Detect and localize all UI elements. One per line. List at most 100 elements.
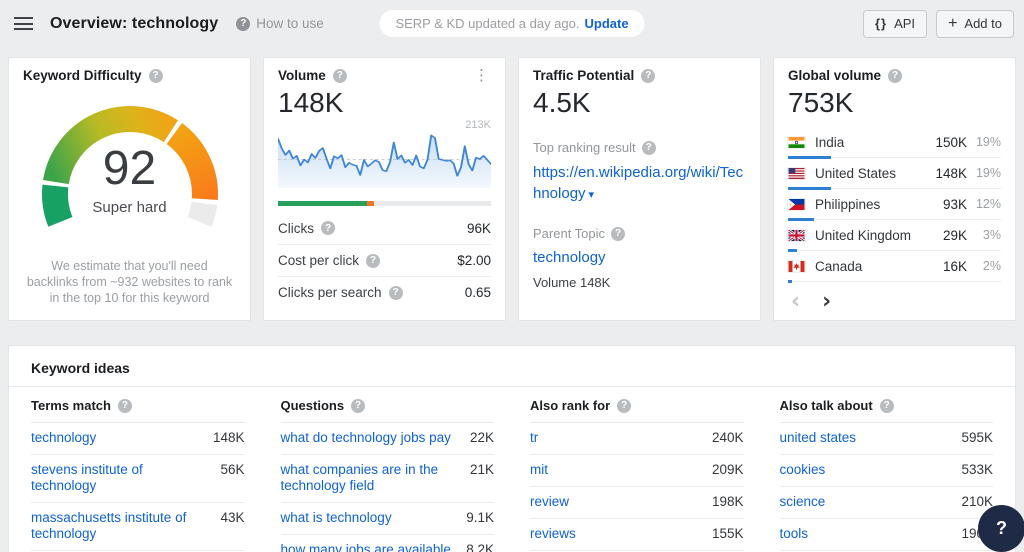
- add-to-button-label: Add to: [964, 16, 1002, 31]
- keyword-volume: 9.1K: [466, 510, 494, 525]
- country-name: United States: [815, 165, 897, 181]
- api-button-label: API: [894, 16, 916, 31]
- help-circle-icon[interactable]: [388, 285, 403, 300]
- help-circle-icon[interactable]: [117, 398, 132, 413]
- keyword-link[interactable]: what do technology jobs pay: [280, 430, 451, 445]
- country-percent: 19%: [975, 135, 1001, 149]
- keyword-link[interactable]: how many jobs are available in: [280, 542, 451, 552]
- global-volume-title: Global volume: [788, 68, 882, 83]
- keyword-volume: 8.2K: [466, 542, 494, 552]
- keyword-row: tr 240K: [530, 423, 744, 455]
- keyword-link[interactable]: reviews: [530, 526, 576, 541]
- keyword-volume: 209K: [711, 462, 744, 477]
- keyword-link[interactable]: what is technology: [280, 510, 392, 525]
- keyword-volume: 155K: [711, 526, 744, 541]
- help-circle-icon[interactable]: [366, 253, 381, 268]
- keyword-link[interactable]: tr: [530, 430, 539, 445]
- global-volume-value: 753K: [788, 87, 854, 118]
- keyword-row: reviews 155K: [530, 519, 744, 551]
- keyword-link[interactable]: technology: [31, 430, 97, 445]
- country-row-philippines: Philippines 93K 12%: [788, 189, 1001, 221]
- help-circle-icon[interactable]: [332, 68, 347, 83]
- keyword-row: united states 595K: [779, 423, 993, 455]
- help-circle-icon[interactable]: [148, 68, 163, 83]
- next-page-chevron-icon[interactable]: ›: [822, 289, 832, 314]
- parent-topic-label: Parent Topic: [533, 226, 606, 241]
- keyword-row: technology 148K: [31, 423, 245, 455]
- keyword-link[interactable]: united states: [779, 430, 857, 445]
- help-circle-icon[interactable]: [611, 226, 626, 241]
- cpc-row: Cost per click $2.00: [278, 244, 491, 276]
- kebab-menu-icon[interactable]: ⋮: [474, 67, 489, 84]
- top-ranking-label: Top ranking result: [533, 140, 636, 155]
- help-fab-button[interactable]: ?: [978, 505, 1024, 552]
- menu-icon[interactable]: [14, 17, 33, 30]
- paid-clicks-segment: [367, 200, 374, 206]
- traffic-potential-card: Traffic Potential 4.5K Top ranking resul…: [518, 57, 761, 321]
- cpc-value: $2.00: [457, 253, 491, 268]
- cpc-label: Cost per click: [278, 253, 360, 268]
- top-ranking-url-link[interactable]: https://en.wikipedia.org/wiki/Technology…: [533, 162, 746, 206]
- help-circle-icon[interactable]: [888, 68, 903, 83]
- keyword-ideas-title: Keyword ideas: [31, 360, 130, 376]
- canada-flag-icon: [788, 260, 805, 272]
- traffic-potential-value: 4.5K: [533, 87, 591, 118]
- country-share-bar: [788, 218, 814, 221]
- keyword-link[interactable]: science: [779, 494, 826, 509]
- gauge-arc: [41, 106, 218, 227]
- add-to-button[interactable]: + Add to: [936, 9, 1014, 38]
- country-volume: 29K: [942, 227, 967, 243]
- volume-trend-chart: [278, 134, 491, 188]
- keyword-link[interactable]: review: [530, 494, 570, 509]
- prev-page-chevron-icon[interactable]: ‹: [791, 289, 801, 314]
- keyword-row: what companies are in the technology fie…: [280, 455, 494, 503]
- also-rank-for-column: Also rank for tr 240K mit 209K review 19…: [530, 387, 744, 552]
- keyword-link[interactable]: massachusetts institute of technology: [31, 510, 187, 541]
- topbar: Overview: technology How to use SERP & K…: [0, 0, 1024, 47]
- keyword-row: science 210K: [779, 487, 993, 519]
- country-row-india: India 150K 19%: [788, 127, 1001, 159]
- help-circle-icon[interactable]: [879, 398, 894, 413]
- help-circle-icon[interactable]: [641, 140, 656, 155]
- help-circle-icon[interactable]: [351, 398, 366, 413]
- keyword-link[interactable]: cookies: [779, 462, 826, 477]
- country-row-united-kingdom: United Kingdom 29K 3%: [788, 220, 1001, 252]
- keyword-link[interactable]: what companies are in the technology fie…: [280, 462, 439, 493]
- keyword-link[interactable]: tools: [779, 526, 809, 541]
- difficulty-gauge: 92 Super hard: [35, 87, 225, 242]
- keyword-row: tools 190K: [779, 519, 993, 551]
- organic-clicks-segment: [278, 200, 368, 206]
- help-circle-icon[interactable]: [641, 68, 656, 83]
- help-circle-icon[interactable]: [321, 221, 335, 235]
- country-name: Canada: [815, 258, 863, 274]
- keyword-row: mit 209K: [530, 455, 744, 487]
- help-circle-icon[interactable]: [617, 398, 632, 413]
- country-list: India 150K 19% United States 148K 19% Ph…: [788, 127, 1001, 283]
- country-name: India: [815, 134, 845, 150]
- volume-card: Volume ⋮ 148K 213K Clicks 96: [263, 57, 506, 321]
- how-to-use-label: How to use: [256, 16, 324, 31]
- country-share-bar: [788, 249, 797, 252]
- api-button[interactable]: {} API: [862, 9, 928, 38]
- braces-icon: {}: [874, 16, 888, 31]
- parent-topic-link[interactable]: technology: [533, 249, 606, 266]
- difficulty-score: 92: [102, 142, 157, 195]
- clicks-per-search-value: 0.65: [464, 285, 491, 300]
- keyword-row: stevens institute of technology 56K: [31, 455, 245, 503]
- clicks-label: Clicks: [278, 220, 314, 236]
- volume-metrics: Clicks 96K Cost per click $2.00 Clicks p…: [278, 212, 491, 308]
- update-link[interactable]: Update: [584, 16, 629, 31]
- country-volume: 16K: [942, 258, 967, 274]
- difficulty-note: We estimate that you'll need backlinks f…: [26, 259, 233, 305]
- caret-down-icon: ▾: [588, 189, 595, 201]
- keyword-link[interactable]: stevens institute of technology: [31, 462, 143, 493]
- questions-column: Questions what do technology jobs pay 22…: [280, 387, 494, 552]
- how-to-use-link[interactable]: How to use: [236, 16, 324, 31]
- difficulty-label: Super hard: [92, 199, 167, 216]
- clicks-per-search-row: Clicks per search 0.65: [278, 276, 491, 308]
- clicks-value: 96K: [466, 220, 491, 236]
- country-share-bar: [788, 187, 831, 190]
- also-talk-about-column: Also talk about united states 595K cooki…: [779, 387, 993, 552]
- keyword-link[interactable]: mit: [530, 462, 548, 477]
- questions-header: Questions: [280, 398, 345, 413]
